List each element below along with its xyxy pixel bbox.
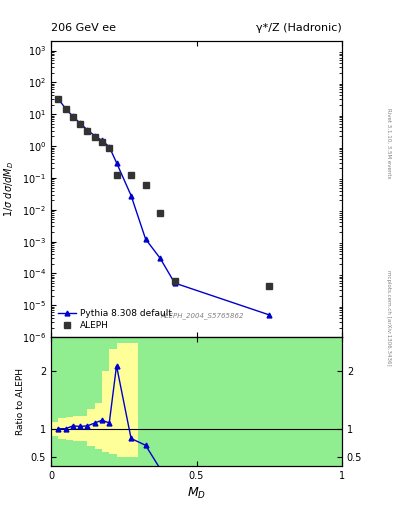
ALEPH (71, 114, 75, 120)
ALEPH (143, 182, 148, 188)
ALEPH (107, 145, 112, 152)
Y-axis label: Ratio to ALEPH: Ratio to ALEPH (16, 368, 25, 435)
Pythia 8.308 default (71, 114, 75, 120)
ALEPH (158, 210, 163, 216)
Pythia 8.308 default (158, 255, 163, 261)
Legend: Pythia 8.308 default, ALEPH: Pythia 8.308 default, ALEPH (55, 307, 174, 333)
Pythia 8.308 default (63, 105, 68, 112)
ALEPH (92, 134, 97, 140)
Pythia 8.308 default (114, 160, 119, 166)
X-axis label: $M_D$: $M_D$ (187, 486, 206, 501)
ALEPH (63, 105, 68, 112)
Pythia 8.308 default (85, 127, 90, 133)
Pythia 8.308 default (78, 120, 83, 126)
Text: Rivet 3.1.10, 3.5M events: Rivet 3.1.10, 3.5M events (386, 108, 391, 179)
Pythia 8.308 default (143, 236, 148, 242)
ALEPH (129, 173, 134, 179)
Pythia 8.308 default (173, 280, 177, 286)
Text: ALEPH_2004_S5765862: ALEPH_2004_S5765862 (161, 313, 244, 319)
ALEPH (100, 139, 105, 145)
ALEPH (114, 173, 119, 179)
Text: 206 GeV ee: 206 GeV ee (51, 23, 116, 33)
Pythia 8.308 default (100, 137, 105, 143)
Pythia 8.308 default (56, 96, 61, 102)
ALEPH (85, 128, 90, 134)
Y-axis label: $1/\sigma\ d\sigma/dM_D$: $1/\sigma\ d\sigma/dM_D$ (3, 161, 17, 217)
Line: ALEPH: ALEPH (55, 96, 272, 289)
ALEPH (78, 121, 83, 127)
Line: Pythia 8.308 default: Pythia 8.308 default (56, 97, 272, 317)
ALEPH (173, 278, 177, 284)
Pythia 8.308 default (92, 133, 97, 139)
ALEPH (267, 283, 272, 289)
ALEPH (56, 96, 61, 102)
Pythia 8.308 default (267, 312, 272, 318)
Text: γ*/Z (Hadronic): γ*/Z (Hadronic) (256, 23, 342, 33)
Pythia 8.308 default (129, 193, 134, 199)
Pythia 8.308 default (107, 144, 112, 150)
Text: mcplots.cern.ch [arXiv:1306.3436]: mcplots.cern.ch [arXiv:1306.3436] (386, 270, 391, 365)
